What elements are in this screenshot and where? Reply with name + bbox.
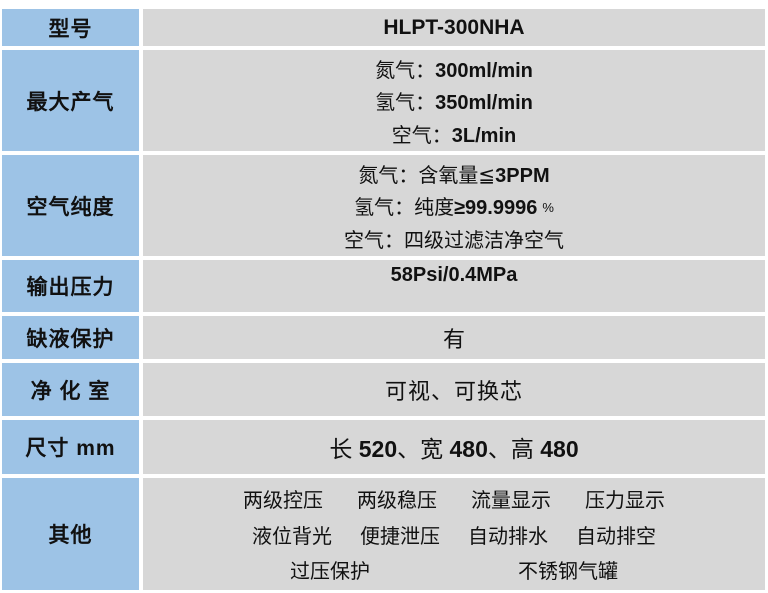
row-label-model: 型号 [2, 9, 139, 46]
row-value-dimensions: 长 520、宽 480、高 480 [143, 420, 765, 474]
feature-item: 过压保护 [290, 560, 370, 583]
hydrogen-purity-prefix: 氢气：纯度 [354, 197, 455, 219]
features-line-1: 两级控压 两级稳压 流量显示 压力显示 [243, 484, 665, 513]
feature-item: 自动排空 [576, 525, 656, 548]
table-row-low-liquid-protection: 缺液保护 有 [2, 316, 765, 359]
hydrogen-purity-line: 氢气：纯度≥99.9996% [354, 191, 554, 220]
feature-item: 自动排水 [468, 525, 548, 548]
table-row-dimensions: 尺寸 mm 长 520、宽 480、高 480 [2, 420, 765, 474]
row-value-purification-chamber: 可视、可换芯 [143, 363, 765, 416]
air-purity-line: 空气：四级过滤洁净空气 [344, 229, 564, 252]
dim-width-value: 480 [449, 436, 488, 462]
dim-length-value: 520 [358, 436, 398, 462]
table-row-output-pressure: 输出压力 58Psi/0.4MPa [2, 260, 765, 312]
hydrogen-purity-percent-sign: % [542, 200, 554, 215]
table-row-purity: 空气纯度 氮气：含氧量≦3PPM 氢气：纯度≥99.9996% 空气：四级过滤洁… [2, 155, 765, 256]
features-line-3: 过压保护 不锈钢气罐 [290, 555, 618, 584]
row-label-other-features: 其他 [2, 478, 139, 590]
low-liquid-protection-text: 有 [442, 326, 465, 352]
nitrogen-purity-prefix: 氮气：含氧量≦ [358, 164, 496, 187]
row-label-purity: 空气纯度 [2, 155, 139, 256]
row-value-low-liquid-protection: 有 [143, 316, 765, 359]
nitrogen-output-prefix: 氮气： [375, 59, 436, 82]
table-row-model: 型号 HLPT-300NHA [2, 9, 765, 46]
row-label-purification-chamber: 净 化 室 [2, 363, 139, 416]
feature-item: 流量显示 [471, 490, 551, 513]
table-row-max-output: 最大产气 氮气：300ml/min 氢气：350ml/min 空气：3L/min [2, 50, 765, 151]
output-pressure-text: 58Psi/0.4MPa [390, 264, 518, 286]
dim-width-prefix: 、宽 [397, 436, 450, 462]
feature-item: 两级控压 [243, 490, 323, 513]
row-value-model: HLPT-300NHA [143, 9, 765, 46]
row-label-low-liquid-protection: 缺液保护 [2, 316, 139, 359]
row-label-output-pressure: 输出压力 [2, 260, 139, 312]
row-value-output-pressure: 58Psi/0.4MPa [143, 260, 765, 312]
hydrogen-purity-value: ≥99.9996 [454, 197, 538, 219]
hydrogen-output-prefix: 氢气： [375, 92, 436, 114]
hydrogen-output-line: 氢气：350ml/min [375, 86, 533, 115]
nitrogen-output-line: 氮气：300ml/min [375, 54, 533, 83]
nitrogen-purity-value: 3PPM [495, 164, 550, 187]
features-line-2: 液位背光 便捷泄压 自动排水 自动排空 [252, 520, 656, 549]
table-row-other-features: 其他 两级控压 两级稳压 流量显示 压力显示 液位背光 便捷泄压 自动排水 自动… [2, 478, 765, 590]
row-value-other-features: 两级控压 两级稳压 流量显示 压力显示 液位背光 便捷泄压 自动排水 自动排空 … [143, 478, 765, 590]
row-value-max-output: 氮气：300ml/min 氢气：350ml/min 空气：3L/min [143, 50, 765, 151]
air-output-prefix: 空气： [391, 124, 452, 147]
row-label-dimensions: 尺寸 mm [2, 420, 139, 474]
dim-height-prefix: 、高 [487, 436, 541, 462]
feature-item: 两级稳压 [357, 490, 437, 513]
dimensions-text: 长 520、宽 480、高 480 [329, 430, 578, 464]
purification-chamber-text: 可视、可换芯 [384, 378, 523, 404]
table-row-purification-chamber: 净 化 室 可视、可换芯 [2, 363, 765, 416]
row-label-max-output: 最大产气 [2, 50, 139, 151]
nitrogen-output-value: 300ml/min [435, 59, 533, 82]
air-output-line: 空气：3L/min [392, 119, 516, 148]
nitrogen-purity-line: 氮气：含氧量≦3PPM [358, 159, 549, 188]
feature-item: 便捷泄压 [360, 525, 440, 548]
hydrogen-output-value: 350ml/min [435, 92, 533, 114]
air-output-value: 3L/min [451, 124, 517, 147]
feature-item: 压力显示 [585, 490, 665, 513]
dim-length-prefix: 长 [329, 436, 359, 462]
model-number-text: HLPT-300NHA [383, 15, 525, 39]
feature-item: 液位背光 [252, 525, 332, 548]
row-value-purity: 氮气：含氧量≦3PPM 氢气：纯度≥99.9996% 空气：四级过滤洁净空气 [143, 155, 765, 256]
dim-height-value: 480 [540, 436, 579, 462]
feature-item: 不锈钢气罐 [518, 560, 618, 583]
